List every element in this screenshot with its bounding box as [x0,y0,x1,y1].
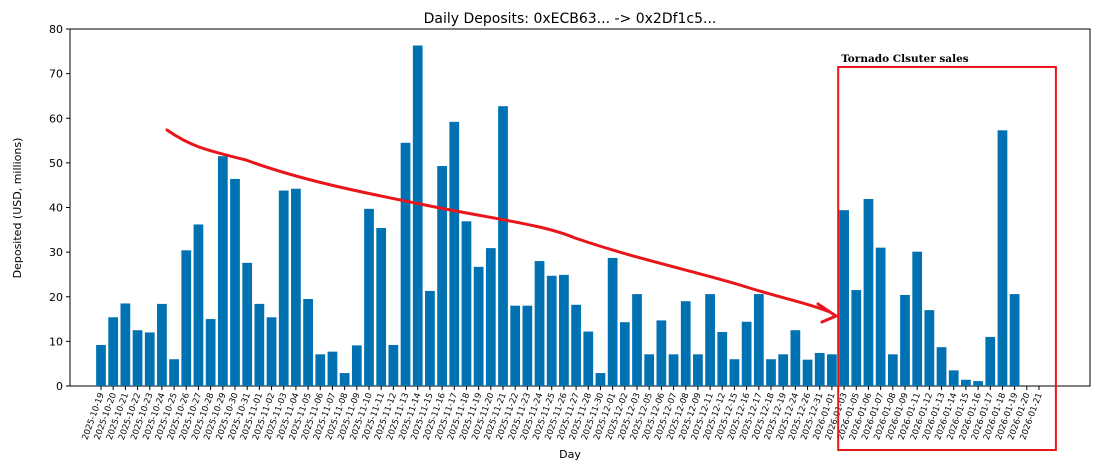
bar [157,303,167,386]
x-ticks: 2025-10-192025-10-202025-10-212025-10-22… [81,386,1045,441]
bar [485,248,496,386]
bar [583,331,594,386]
bar [790,330,801,386]
y-axis-label: Deposited (USD, millions) [11,138,24,279]
bar [985,336,996,386]
bar [619,322,630,386]
y-tick-label: 20 [49,291,63,304]
bar [364,208,374,386]
tornado-highlight-box [837,66,1057,451]
bar [912,251,923,386]
tornado-annotation-label: Tornado Clsuter sales [841,53,969,65]
bar [656,320,667,386]
y-tick-label: 0 [56,380,63,393]
bar [230,178,240,386]
y-tick-label: 70 [49,68,63,81]
bar [96,344,106,386]
bar [741,321,752,386]
bar [863,199,874,386]
y-tick-label: 50 [49,157,63,170]
bar [327,351,338,386]
bar [973,381,983,386]
bar [303,298,313,386]
y-tick-label: 80 [49,23,63,36]
bar [571,304,581,386]
bar [887,354,898,386]
bar [425,290,435,386]
bars [96,45,1020,386]
chart-title: Daily Deposits: 0xECB63... -> 0x2Df1c5..… [424,11,717,27]
bar [595,373,606,386]
bar [388,344,399,386]
bar [266,317,277,386]
y-tick-label: 40 [49,202,63,215]
bar [632,294,642,386]
bar [997,130,1008,386]
bar [778,354,789,386]
bar [680,301,691,386]
bar [546,275,557,386]
bar [668,354,679,386]
bar [498,106,508,386]
bar [827,354,837,386]
bar [144,332,155,386]
bar [948,370,959,386]
bar [412,45,423,386]
bar [400,142,411,386]
bar [169,359,179,386]
bar [814,352,825,386]
bar [1009,294,1020,386]
bar [644,354,655,386]
bar [851,290,862,386]
bar [607,257,618,386]
y-tick-label: 30 [49,246,63,259]
bar [693,354,703,386]
bar [510,305,521,386]
trend-arrowhead [816,302,838,324]
bar [766,359,776,386]
bar [839,210,849,386]
bar [900,294,910,386]
bar [729,359,740,386]
bar [753,294,764,386]
y-ticks: 0 10 20 30 40 50 60 70 80 [49,23,70,393]
bar [181,250,192,386]
bar [449,121,460,386]
bar [315,354,326,386]
bar [534,261,545,386]
bar [522,305,533,386]
bar [108,317,119,386]
bar [875,247,886,386]
bar [924,310,935,386]
bar [217,156,228,386]
trend-arrow [165,128,832,314]
bar [559,274,569,386]
bar [473,266,484,386]
bar [802,359,813,386]
y-tick-label: 60 [49,112,63,125]
bar [376,228,387,386]
bar [254,303,265,386]
annotations: Tornado Clsuter sales [165,53,1057,451]
bar [717,332,728,386]
bar [705,294,715,386]
bar [936,347,947,386]
bar [339,373,350,386]
bar [205,319,216,386]
bar [351,345,362,386]
bar [120,303,131,386]
y-tick-label: 10 [49,335,63,348]
x-axis-label: Day [559,448,581,461]
bar [278,190,289,386]
bar [461,221,472,386]
bar [132,330,143,386]
bar [242,262,253,386]
bar [193,224,204,386]
bar [437,166,447,386]
bar [291,188,301,386]
bar [961,379,971,386]
